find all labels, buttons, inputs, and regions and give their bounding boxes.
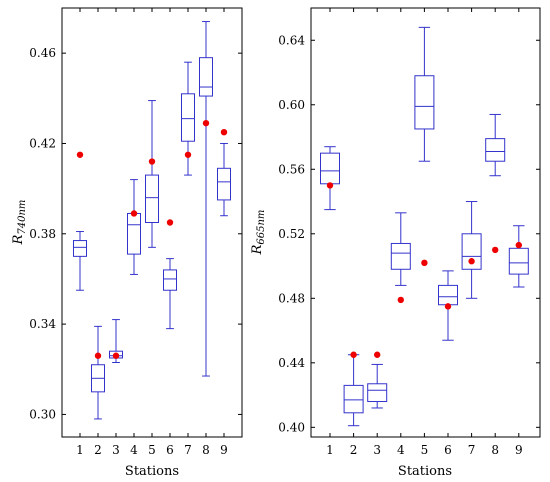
r665-x-tick-label: 3 (373, 443, 381, 457)
r665-point-station-2 (350, 351, 357, 358)
iqr-box (485, 138, 506, 162)
r665-y-tick-label: 0.64 (278, 33, 305, 47)
r665-point-station-6 (444, 303, 452, 310)
r740-point-station-7 (184, 151, 192, 158)
r740-y-axis-title-sub: 740nm (17, 200, 28, 235)
r740-box-station-9 (217, 142, 231, 217)
r665-x-axis-title: Stations (398, 464, 452, 479)
r665-x-tick-label: 7 (468, 443, 476, 457)
r740-point-station-8 (202, 119, 210, 127)
r665-x-tick-label: 8 (491, 443, 499, 457)
r740-x-tick-label: 7 (184, 443, 192, 457)
r665-plot-area: 0.40 0.44 0.48 0.52 0.56 0.60 0.64 1 2 3 4 5 6 7 8 9 (278, 8, 540, 457)
r665-point-station-8 (492, 246, 499, 254)
iqr-box (461, 233, 482, 270)
iqr-box (181, 93, 195, 142)
r665-y-tick-label: 0.48 (278, 291, 305, 305)
iqr-box (199, 57, 213, 97)
r740-point-station-5 (148, 158, 156, 165)
r665-point-station-4 (397, 296, 404, 304)
r665-box-station-9 (508, 225, 529, 288)
r740-box-station-2 (91, 325, 105, 420)
r665-point-station-7 (468, 258, 475, 265)
r740-y-axis-title: R740nm (11, 200, 28, 246)
r740-x-axis-title: Stations (125, 464, 179, 479)
r740-box-station-1 (73, 231, 87, 291)
iqr-box (367, 383, 388, 403)
iqr-box (390, 242, 411, 270)
r740-point-station-2 (94, 352, 102, 359)
r665-y-tick-label: 0.52 (278, 227, 305, 241)
r665-x-tick-label: 5 (421, 443, 429, 457)
r740-point-station-3 (112, 352, 120, 359)
r740-x-tick-label: 6 (166, 443, 174, 457)
r665-y-tick-label: 0.40 (278, 420, 305, 434)
r665-x-tick-label: 9 (515, 443, 523, 457)
iqr-box (73, 240, 87, 257)
r665-point-station-1 (326, 182, 334, 189)
r740-y-axis-title-main: R (11, 234, 26, 245)
r740-point-station-9 (220, 128, 228, 136)
iqr-box (414, 75, 435, 130)
r665-box-station-1 (320, 146, 340, 211)
r740-x-tick-label: 5 (148, 443, 156, 457)
r665-x-tick-label: 4 (397, 443, 405, 457)
r665-box-station-7 (461, 201, 482, 299)
r665-box-station-4 (390, 212, 411, 286)
r665-y-axis-title-sub: 665nm (256, 210, 267, 245)
r740-plot-area: 0.30 0.34 0.38 0.42 0.46 1 2 3 4 5 6 7 8 9 (29, 8, 242, 457)
iqr-box (508, 247, 529, 275)
r740-plot-frame (61, 7, 243, 438)
r665-y-axis-title: R665nm (250, 210, 267, 256)
r665-box-station-8 (485, 113, 506, 177)
r740-x-tick-label: 4 (130, 443, 138, 457)
r740-x-tick-label: 1 (76, 443, 84, 457)
iqr-box (217, 167, 231, 201)
r740-box-station-8 (199, 21, 213, 377)
r740-y-tick-label: 0.42 (29, 136, 56, 150)
r665-y-tick-label: 0.44 (278, 356, 305, 370)
iqr-box (163, 269, 177, 291)
iqr-box (145, 174, 159, 224)
r740-point-station-4 (130, 210, 138, 217)
chart-r665: 0.40 0.44 0.48 0.52 0.56 0.60 0.64 1 2 3 4 5 6 7 8 9 St… (250, 7, 541, 479)
r665-point-station-9 (515, 241, 522, 249)
r665-point-station-5 (421, 259, 428, 267)
r665-x-tick-label: 2 (350, 443, 358, 457)
r665-box-station-3 (367, 363, 388, 409)
iqr-box (320, 152, 340, 185)
r740-y-tick-label: 0.38 (29, 227, 56, 241)
r665-y-axis-title-main: R (250, 244, 265, 255)
r740-x-tick-label: 3 (112, 443, 120, 457)
r740-box-station-7 (181, 61, 195, 176)
r740-x-tick-label: 9 (220, 443, 228, 457)
iqr-box (127, 212, 141, 255)
r665-point-station-3 (374, 351, 381, 358)
r665-box-station-5 (414, 26, 435, 162)
r740-y-tick-label: 0.46 (29, 46, 56, 60)
r740-point-station-6 (166, 219, 174, 226)
r740-x-tick-label: 2 (94, 443, 102, 457)
r740-box-station-4 (127, 179, 141, 275)
r740-point-station-1 (76, 151, 84, 158)
iqr-box (343, 384, 364, 414)
r665-x-tick-label: 1 (326, 443, 334, 457)
r740-box-station-6 (163, 258, 177, 330)
r665-y-tick-label: 0.56 (278, 162, 305, 176)
iqr-box (438, 284, 458, 306)
r740-box-station-5 (145, 100, 159, 248)
r665-x-tick-label: 6 (444, 443, 452, 457)
r665-box-station-2 (343, 354, 364, 427)
r665-y-tick-label: 0.60 (278, 98, 305, 112)
r740-y-tick-label: 0.30 (29, 407, 56, 421)
chart-r740: 0.30 0.34 0.38 0.42 0.46 1 2 3 4 5 6 7 8 9 Stations R… (11, 7, 243, 479)
r665-plot-frame (310, 7, 541, 438)
r740-x-tick-label: 8 (202, 443, 210, 457)
r740-y-tick-label: 0.34 (29, 317, 56, 331)
